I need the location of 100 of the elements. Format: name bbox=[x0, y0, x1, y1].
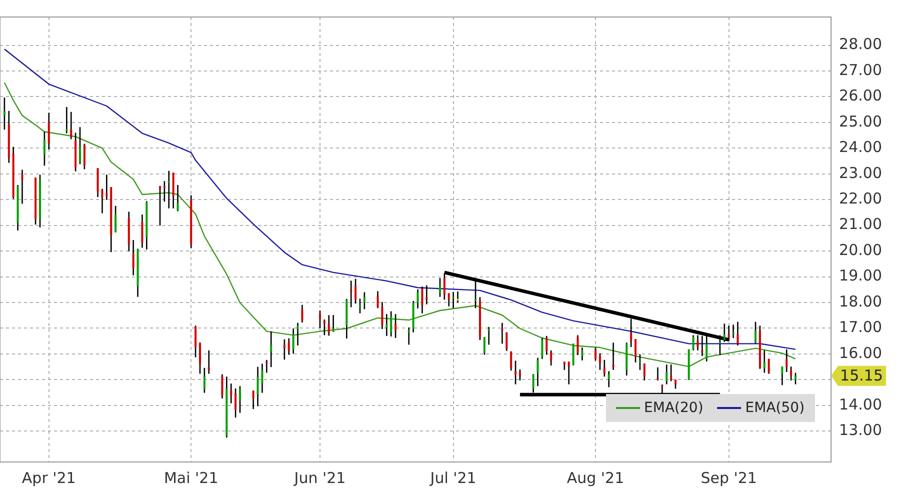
candlestick bbox=[386, 313, 388, 337]
candlestick bbox=[643, 362, 646, 382]
candlestick bbox=[261, 363, 264, 394]
candlestick bbox=[172, 172, 174, 210]
candlestick bbox=[238, 385, 241, 414]
candlestick bbox=[501, 322, 504, 344]
candlestick bbox=[221, 374, 224, 400]
candlestick bbox=[550, 350, 552, 366]
candlestick bbox=[612, 342, 614, 371]
legend-label: EMA(20) bbox=[644, 400, 704, 416]
candlestick bbox=[438, 277, 441, 298]
candlestick bbox=[96, 167, 99, 198]
candlestick bbox=[318, 310, 321, 329]
y-tick-label: 23.00 bbox=[839, 164, 882, 182]
candlestick bbox=[390, 310, 392, 338]
candlestick bbox=[603, 359, 606, 378]
candlestick bbox=[283, 338, 286, 360]
candlestick bbox=[483, 336, 486, 356]
candlestick bbox=[256, 366, 259, 407]
candlestick bbox=[78, 126, 81, 165]
candlestick bbox=[790, 366, 792, 382]
x-tick-label: Apr '21 bbox=[22, 468, 76, 487]
candlestick bbox=[328, 314, 330, 336]
candlestick bbox=[132, 239, 134, 276]
candlestick bbox=[350, 280, 352, 308]
candlestick bbox=[3, 96, 6, 130]
x-tick-label: Mai '21 bbox=[164, 468, 218, 487]
candlestick bbox=[638, 354, 641, 371]
candlestick bbox=[158, 185, 161, 226]
y-tick-label: 21.00 bbox=[839, 215, 882, 234]
candlestick bbox=[426, 284, 428, 305]
candlestick bbox=[176, 184, 179, 212]
candlestick bbox=[163, 180, 166, 202]
candlestick bbox=[656, 366, 659, 382]
x-tick-label: Aug '21 bbox=[566, 468, 624, 487]
candlestick bbox=[230, 382, 232, 404]
candlestick bbox=[39, 174, 41, 228]
candlestick bbox=[408, 326, 410, 346]
candlestick bbox=[518, 368, 521, 382]
candlestick bbox=[794, 372, 797, 385]
candlestick bbox=[48, 112, 50, 150]
legend-label: EMA(50) bbox=[745, 400, 805, 416]
candlestick bbox=[768, 358, 770, 374]
candlestick bbox=[546, 335, 548, 356]
candlestick bbox=[354, 278, 357, 304]
candlestick bbox=[594, 346, 597, 362]
candlestick bbox=[106, 174, 108, 201]
candlestick bbox=[141, 214, 144, 248]
candlestick bbox=[381, 301, 384, 330]
y-tick-label: 13.00 bbox=[839, 421, 882, 440]
candlestick bbox=[332, 314, 334, 332]
candlestick bbox=[576, 334, 579, 356]
candlestick bbox=[292, 328, 294, 354]
x-tick-label: Sep '21 bbox=[700, 468, 757, 487]
candlestick bbox=[252, 390, 254, 410]
y-tick-label: 22.00 bbox=[839, 190, 882, 208]
candlestick bbox=[736, 321, 739, 346]
candlestick bbox=[786, 348, 788, 373]
candlestick bbox=[754, 321, 757, 344]
candlestick bbox=[572, 343, 574, 366]
candlestick bbox=[83, 143, 86, 170]
candlestick bbox=[114, 205, 117, 233]
candlestick bbox=[536, 357, 539, 387]
candlestick bbox=[581, 346, 584, 362]
x-tick-label: Jul '21 bbox=[429, 468, 476, 487]
candlestick bbox=[781, 366, 784, 386]
candlestick bbox=[70, 111, 72, 140]
candlestick bbox=[363, 292, 366, 310]
candlestick bbox=[670, 364, 672, 382]
candlestick bbox=[488, 326, 490, 346]
y-tick-label: 25.00 bbox=[839, 112, 882, 130]
candlestick bbox=[568, 361, 570, 385]
y-tick-label: 24.00 bbox=[839, 138, 882, 156]
candlestick bbox=[452, 291, 454, 309]
candlestick bbox=[168, 170, 170, 210]
candlestick bbox=[674, 379, 677, 390]
candlestick bbox=[270, 330, 272, 368]
candlestick bbox=[101, 188, 104, 214]
x-tick-label: Jun '21 bbox=[293, 468, 346, 487]
y-tick-label: 19.00 bbox=[839, 266, 882, 285]
candlestick bbox=[43, 131, 46, 166]
candlestick bbox=[198, 342, 201, 374]
y-tick-label: 14.00 bbox=[839, 395, 882, 414]
candlestick bbox=[234, 388, 237, 418]
candlestick bbox=[763, 350, 766, 374]
y-tick-label: 18.00 bbox=[839, 292, 882, 310]
candlestick bbox=[288, 338, 290, 356]
candlestick bbox=[208, 350, 210, 374]
candlestick bbox=[634, 338, 637, 364]
candlestick bbox=[514, 360, 517, 385]
candlestick bbox=[598, 352, 601, 371]
candlestick bbox=[421, 286, 424, 314]
y-tick-label: 17.00 bbox=[839, 318, 882, 336]
text: 15.15 bbox=[840, 366, 884, 385]
y-tick-label: 28.00 bbox=[839, 35, 882, 54]
candlestick bbox=[510, 350, 512, 372]
y-tick-label: 16.00 bbox=[839, 344, 882, 362]
candlestick bbox=[376, 290, 379, 309]
candlestick bbox=[416, 288, 419, 310]
candlestick bbox=[448, 292, 450, 308]
